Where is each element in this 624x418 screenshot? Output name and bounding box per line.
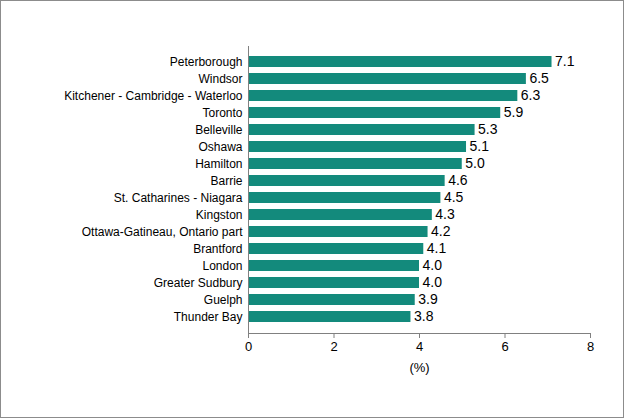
svg-text:4.3: 4.3 <box>435 206 455 222</box>
svg-text:6: 6 <box>501 339 508 354</box>
svg-text:4.1: 4.1 <box>427 240 447 256</box>
svg-text:Toronto: Toronto <box>202 106 242 120</box>
svg-text:Guelph: Guelph <box>204 293 243 307</box>
svg-text:8: 8 <box>587 339 594 354</box>
svg-text:5.3: 5.3 <box>478 121 498 137</box>
svg-text:4.5: 4.5 <box>444 189 464 205</box>
svg-text:2: 2 <box>330 339 337 354</box>
svg-text:6.3: 6.3 <box>521 87 541 103</box>
svg-text:London: London <box>202 259 242 273</box>
svg-text:4.0: 4.0 <box>423 274 443 290</box>
svg-text:Kingston: Kingston <box>196 208 243 222</box>
svg-text:Kitchener - Cambridge - Waterl: Kitchener - Cambridge - Waterloo <box>64 89 243 103</box>
svg-text:5.1: 5.1 <box>470 138 490 154</box>
svg-text:(%): (%) <box>409 360 429 375</box>
svg-text:Greater Sudbury: Greater Sudbury <box>154 276 243 290</box>
svg-text:Barrie: Barrie <box>210 174 242 188</box>
svg-text:Belleville: Belleville <box>195 123 243 137</box>
svg-text:4.2: 4.2 <box>431 223 451 239</box>
svg-text:Thunder Bay: Thunder Bay <box>174 310 243 324</box>
svg-text:5.0: 5.0 <box>465 155 485 171</box>
svg-text:4.0: 4.0 <box>423 257 443 273</box>
svg-text:Windsor: Windsor <box>198 72 242 86</box>
svg-text:7.1: 7.1 <box>555 53 575 69</box>
svg-text:4.6: 4.6 <box>448 172 468 188</box>
svg-text:Ottawa-Gatineau, Ontario part: Ottawa-Gatineau, Ontario part <box>82 225 243 239</box>
svg-text:3.9: 3.9 <box>418 291 438 307</box>
svg-text:Oshawa: Oshawa <box>198 140 242 154</box>
svg-text:0: 0 <box>245 339 252 354</box>
svg-text:5.9: 5.9 <box>504 104 524 120</box>
svg-text:6.5: 6.5 <box>529 70 549 86</box>
svg-text:Peterborough: Peterborough <box>170 55 243 69</box>
svg-text:Brantford: Brantford <box>193 242 242 256</box>
svg-text:Hamilton: Hamilton <box>195 157 242 171</box>
svg-text:4: 4 <box>416 339 423 354</box>
svg-text:St. Catharines - Niagara: St. Catharines - Niagara <box>114 191 243 205</box>
svg-text:3.8: 3.8 <box>414 308 434 324</box>
